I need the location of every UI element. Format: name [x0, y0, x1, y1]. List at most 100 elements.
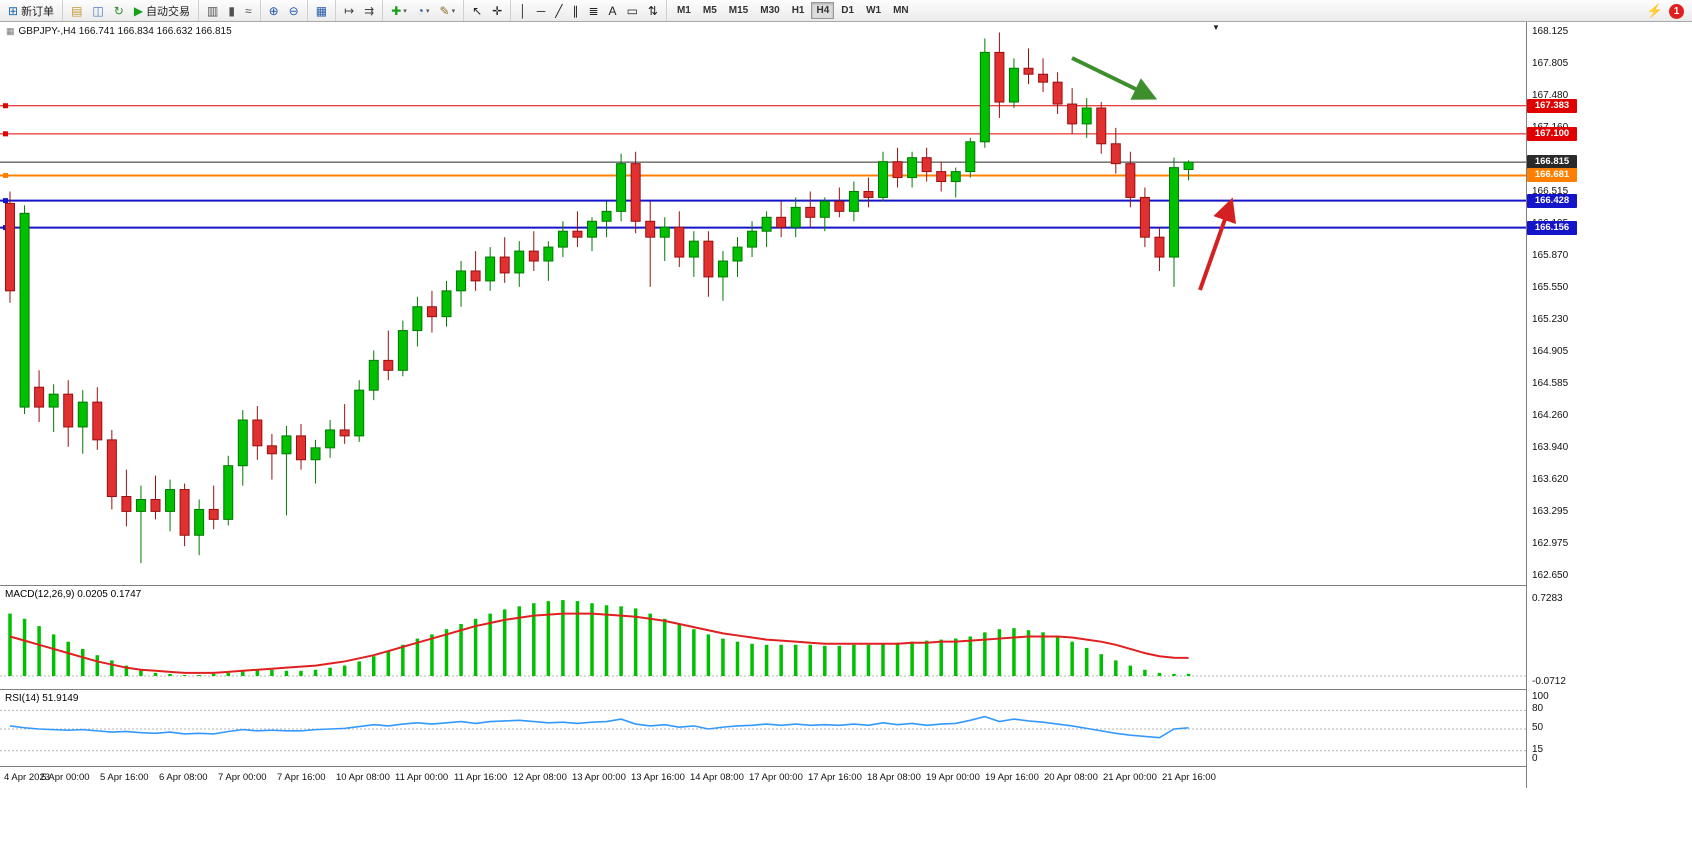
periods-menu-button[interactable]: ◔ ▾ [413, 2, 434, 20]
resistance-upper-handle[interactable] [3, 103, 8, 109]
downtrend-arrow[interactable] [1071, 56, 1158, 100]
chart-shift-marker[interactable]: ▼ [1212, 23, 1220, 32]
chart-bars-button[interactable]: ▥ [203, 2, 222, 20]
templates-menu-button[interactable]: ✎ ▾ [436, 2, 460, 20]
rsi-tick: 80 [1532, 703, 1544, 715]
fibonacci-tool-button[interactable]: ≣ [584, 2, 602, 20]
price-tag-167.100: 167.100 [1527, 126, 1577, 141]
time-label: 5 Apr 00:00 [41, 772, 90, 783]
timeframe-M30-button[interactable]: M30 [760, 5, 780, 16]
channel-tool-button[interactable]: ∥ [568, 2, 582, 20]
reversal-arrow[interactable] [1198, 197, 1236, 291]
rsi-panel[interactable]: RSI(14) 51.9149 [0, 689, 1526, 765]
toolbar-group: ⊕ ⊖ [261, 0, 308, 21]
timeframe-H1-button[interactable]: H1 [791, 5, 805, 16]
templates-menu-dropdown-icon[interactable]: ▾ [451, 7, 456, 15]
chart-title: ▦ GBPJPY-,H4 166.741 166.834 166.632 166… [6, 26, 232, 37]
tile-windows-icon: ▦ [315, 3, 328, 18]
time-label: 21 Apr 00:00 [1103, 772, 1157, 783]
price-tick: 164.905 [1532, 345, 1569, 357]
toolbar-group: ✚ ▾ ◔ ▾ ✎ ▾ [383, 0, 465, 21]
cursor-tool-button[interactable]: ↖ [468, 2, 486, 20]
indicators-menu-dropdown-icon[interactable]: ▾ [403, 7, 407, 15]
chart-candles-button[interactable]: ▮ [224, 2, 239, 20]
time-label: 17 Apr 00:00 [749, 772, 803, 783]
rsi-tick: 15 [1532, 743, 1544, 755]
timeframe-W1-button[interactable]: W1 [866, 5, 882, 16]
auto-trading-button[interactable]: ▶ 自动交易 [130, 2, 194, 20]
text-tool-button[interactable]: A [605, 2, 621, 20]
toolbar-group: ↖ ✛ [464, 0, 512, 21]
timeframe-M5-button[interactable]: M5 [702, 5, 717, 16]
trendline-tool-button[interactable]: ╱ [551, 2, 566, 20]
zoom-in-button[interactable]: ⊕ [265, 2, 283, 20]
time-label: 19 Apr 00:00 [926, 772, 980, 783]
price-tick: 167.805 [1532, 57, 1569, 69]
refresh-button[interactable]: ↻ [110, 2, 128, 20]
price-tick: 163.295 [1532, 505, 1569, 517]
label-tool-button[interactable]: ▭ [623, 2, 642, 20]
indicators-menu-icon: ✚ [391, 3, 402, 18]
timeframe-D1-button[interactable]: D1 [841, 5, 855, 16]
text-tool-icon: A [608, 3, 617, 18]
chart-title-text: GBPJPY-,H4 166.741 166.834 166.632 166.8… [18, 26, 232, 37]
vertical-line-tool-button[interactable]: │ [515, 2, 531, 20]
new-order-button[interactable]: ⊞ 新订单 [4, 2, 58, 20]
timeframe-M1-button[interactable]: M1 [676, 5, 691, 16]
zoom-in-icon: ⊕ [268, 3, 279, 18]
candlestick-chart[interactable] [0, 22, 1526, 584]
auto-scroll-button[interactable]: ↦ [340, 2, 358, 20]
zoom-out-button[interactable]: ⊖ [285, 2, 303, 20]
macd-signal-line [9, 612, 1189, 674]
time-label: 4 Apr 2023 [4, 772, 50, 783]
rsi-tick: 0 [1532, 753, 1538, 764]
time-label: 13 Apr 00:00 [572, 772, 626, 783]
auto-trading-icon: ▶ [133, 3, 144, 18]
indicators-menu-button[interactable]: ✚ ▾ [387, 2, 411, 20]
timeframe-M15-button[interactable]: M15 [728, 5, 749, 16]
macd-chart[interactable] [0, 586, 1526, 688]
main-chart-panel[interactable]: ▦ GBPJPY-,H4 166.741 166.834 166.632 166… [0, 22, 1526, 584]
price-tag-166.681: 166.681 [1527, 168, 1577, 183]
timeframe-H4-button[interactable]: H4 [811, 2, 835, 19]
time-label: 12 Apr 08:00 [513, 772, 567, 783]
notification-badge[interactable]: 1 [1669, 3, 1684, 19]
price-tick: 162.650 [1532, 569, 1569, 581]
price-tick: 162.975 [1532, 537, 1569, 549]
data-window-icon: ◫ [92, 3, 104, 18]
zoom-out-icon: ⊖ [288, 3, 299, 18]
rsi-chart[interactable] [0, 690, 1526, 765]
lightning-icon[interactable]: ⚡ [1646, 3, 1663, 18]
rsi-line [9, 715, 1189, 739]
time-label: 11 Apr 00:00 [395, 772, 449, 783]
price-tick: 165.230 [1532, 313, 1569, 325]
tile-windows-button[interactable]: ▦ [312, 2, 331, 20]
chart-line-button[interactable]: ≈ [241, 2, 256, 20]
macd-panel[interactable]: MACD(12,26,9) 0.0205 0.1747 [0, 585, 1526, 688]
time-axis[interactable]: 4 Apr 2023 5 Apr 00:00 5 Apr 16:00 6 Apr 08… [0, 766, 1526, 788]
timeframe-MN-button[interactable]: MN [893, 5, 909, 16]
arrows-tool-button[interactable]: ⇅ [644, 2, 662, 20]
chart-line-icon: ≈ [245, 3, 252, 18]
time-label: 7 Apr 00:00 [218, 772, 267, 783]
symbols-button[interactable]: ▤ [67, 2, 86, 20]
crosshair-tool-button[interactable]: ✛ [488, 2, 506, 20]
chart-bars-icon: ▥ [207, 3, 219, 18]
price-tag-166.428: 166.428 [1527, 193, 1577, 208]
rsi-label: RSI(14) 51.9149 [5, 693, 79, 704]
resistance-lower-handle[interactable] [3, 131, 8, 137]
chart-shift-button[interactable]: ⇉ [360, 2, 378, 20]
time-label: 19 Apr 16:00 [985, 772, 1039, 783]
toolbar-group: ▥ ▮ ≈ [199, 0, 261, 21]
periods-menu-dropdown-icon[interactable]: ▾ [426, 7, 430, 15]
support-upper-handle[interactable] [3, 198, 8, 204]
channel-tool-icon: ∥ [572, 3, 579, 18]
price-scale[interactable]: 168.125167.805167.480167.160166.835166.5… [1526, 22, 1692, 788]
horizontal-line-tool-button[interactable]: ─ [533, 2, 550, 20]
data-window-button[interactable]: ◫ [88, 2, 107, 20]
pivot-line-handle[interactable] [3, 172, 8, 178]
price-tick: 163.620 [1532, 473, 1569, 485]
time-label: 13 Apr 16:00 [631, 772, 685, 783]
toolbar-group: │ ─ ╱ ∥ ≣ A ▭ ⇅ [511, 0, 667, 21]
rsi-tick: 100 [1532, 691, 1549, 702]
